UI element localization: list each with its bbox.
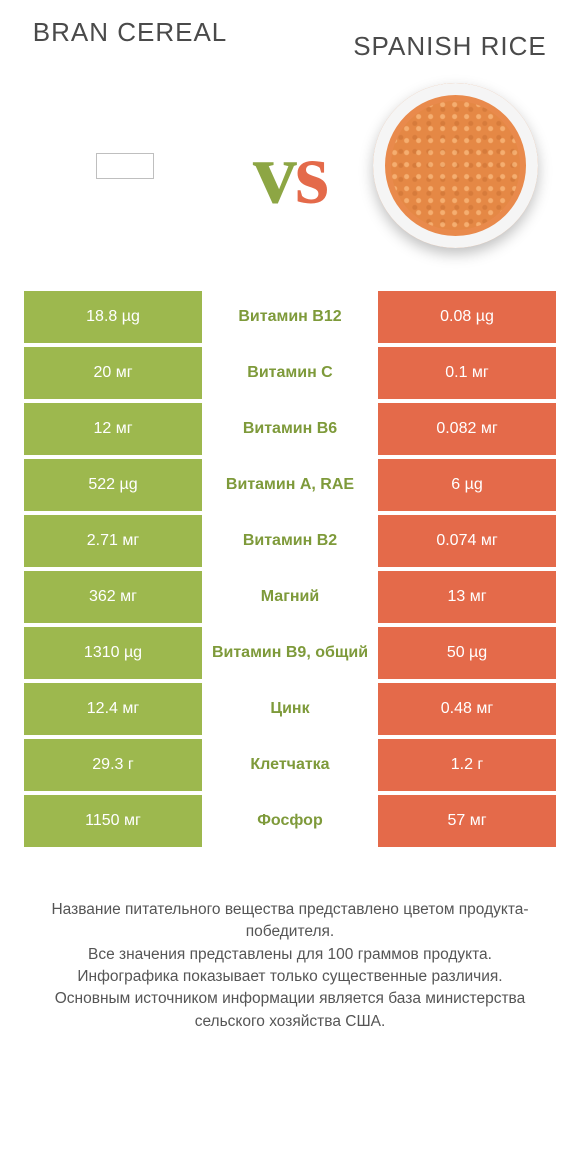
right-value: 1.2 г [378, 739, 556, 791]
nutrient-name: Цинк [202, 683, 378, 735]
left-value: 1310 µg [24, 627, 202, 679]
table-row: 2.71 мгВитамин B20.074 мг [24, 515, 556, 567]
nutrient-name: Витамин B9, общий [202, 627, 378, 679]
footer-line: Название питательного вещества представл… [28, 899, 552, 944]
right-value: 0.08 µg [378, 291, 556, 343]
right-value: 0.074 мг [378, 515, 556, 567]
title-left: Bran cereal [30, 18, 230, 47]
table-row: 29.3 гКлетчатка1.2 г [24, 739, 556, 791]
images-row: vs [0, 61, 580, 291]
right-value: 0.082 мг [378, 403, 556, 455]
nutrient-name: Витамин B12 [202, 291, 378, 343]
left-placeholder-icon [96, 153, 154, 179]
left-value: 29.3 г [24, 739, 202, 791]
left-value: 12.4 мг [24, 683, 202, 735]
table-row: 20 мгВитамин C0.1 мг [24, 347, 556, 399]
vs-label: vs [253, 123, 327, 224]
nutrient-name: Витамин C [202, 347, 378, 399]
right-value: 0.1 мг [378, 347, 556, 399]
left-value: 20 мг [24, 347, 202, 399]
left-value: 1150 мг [24, 795, 202, 847]
left-value: 522 µg [24, 459, 202, 511]
left-image-slot [40, 81, 210, 251]
footer-line: Основным источником информации является … [28, 988, 552, 1033]
table-row: 12 мгВитамин B60.082 мг [24, 403, 556, 455]
right-value: 0.48 мг [378, 683, 556, 735]
nutrient-name: Витамин B2 [202, 515, 378, 567]
table-row: 12.4 мгЦинк0.48 мг [24, 683, 556, 735]
vs-v: v [253, 125, 295, 222]
table-row: 18.8 µgВитамин B120.08 µg [24, 291, 556, 343]
table-row: 362 мгМагний13 мг [24, 571, 556, 623]
left-value: 18.8 µg [24, 291, 202, 343]
footer-notes: Название питательного вещества представл… [0, 851, 580, 1034]
nutrient-name: Магний [202, 571, 378, 623]
table-row: 1150 мгФосфор57 мг [24, 795, 556, 847]
right-image-slot [370, 81, 540, 251]
right-value: 57 мг [378, 795, 556, 847]
right-value: 6 µg [378, 459, 556, 511]
header: Bran cereal Spanish rice [0, 0, 580, 61]
right-value: 50 µg [378, 627, 556, 679]
nutrient-name: Витамин A, RAE [202, 459, 378, 511]
nutrient-name: Витамин B6 [202, 403, 378, 455]
right-value: 13 мг [378, 571, 556, 623]
table-row: 1310 µgВитамин B9, общий50 µg [24, 627, 556, 679]
left-value: 2.71 мг [24, 515, 202, 567]
nutrient-name: Клетчатка [202, 739, 378, 791]
vs-s: s [295, 125, 327, 222]
left-value: 12 мг [24, 403, 202, 455]
nutrient-name: Фосфор [202, 795, 378, 847]
rice-bowl-icon [373, 83, 538, 248]
title-right: Spanish rice [350, 18, 550, 61]
footer-line: Все значения представлены для 100 граммо… [28, 944, 552, 966]
table-row: 522 µgВитамин A, RAE6 µg [24, 459, 556, 511]
left-value: 362 мг [24, 571, 202, 623]
footer-line: Инфографика показывает только существенн… [28, 966, 552, 988]
comparison-table: 18.8 µgВитамин B120.08 µg20 мгВитамин C0… [0, 291, 580, 847]
